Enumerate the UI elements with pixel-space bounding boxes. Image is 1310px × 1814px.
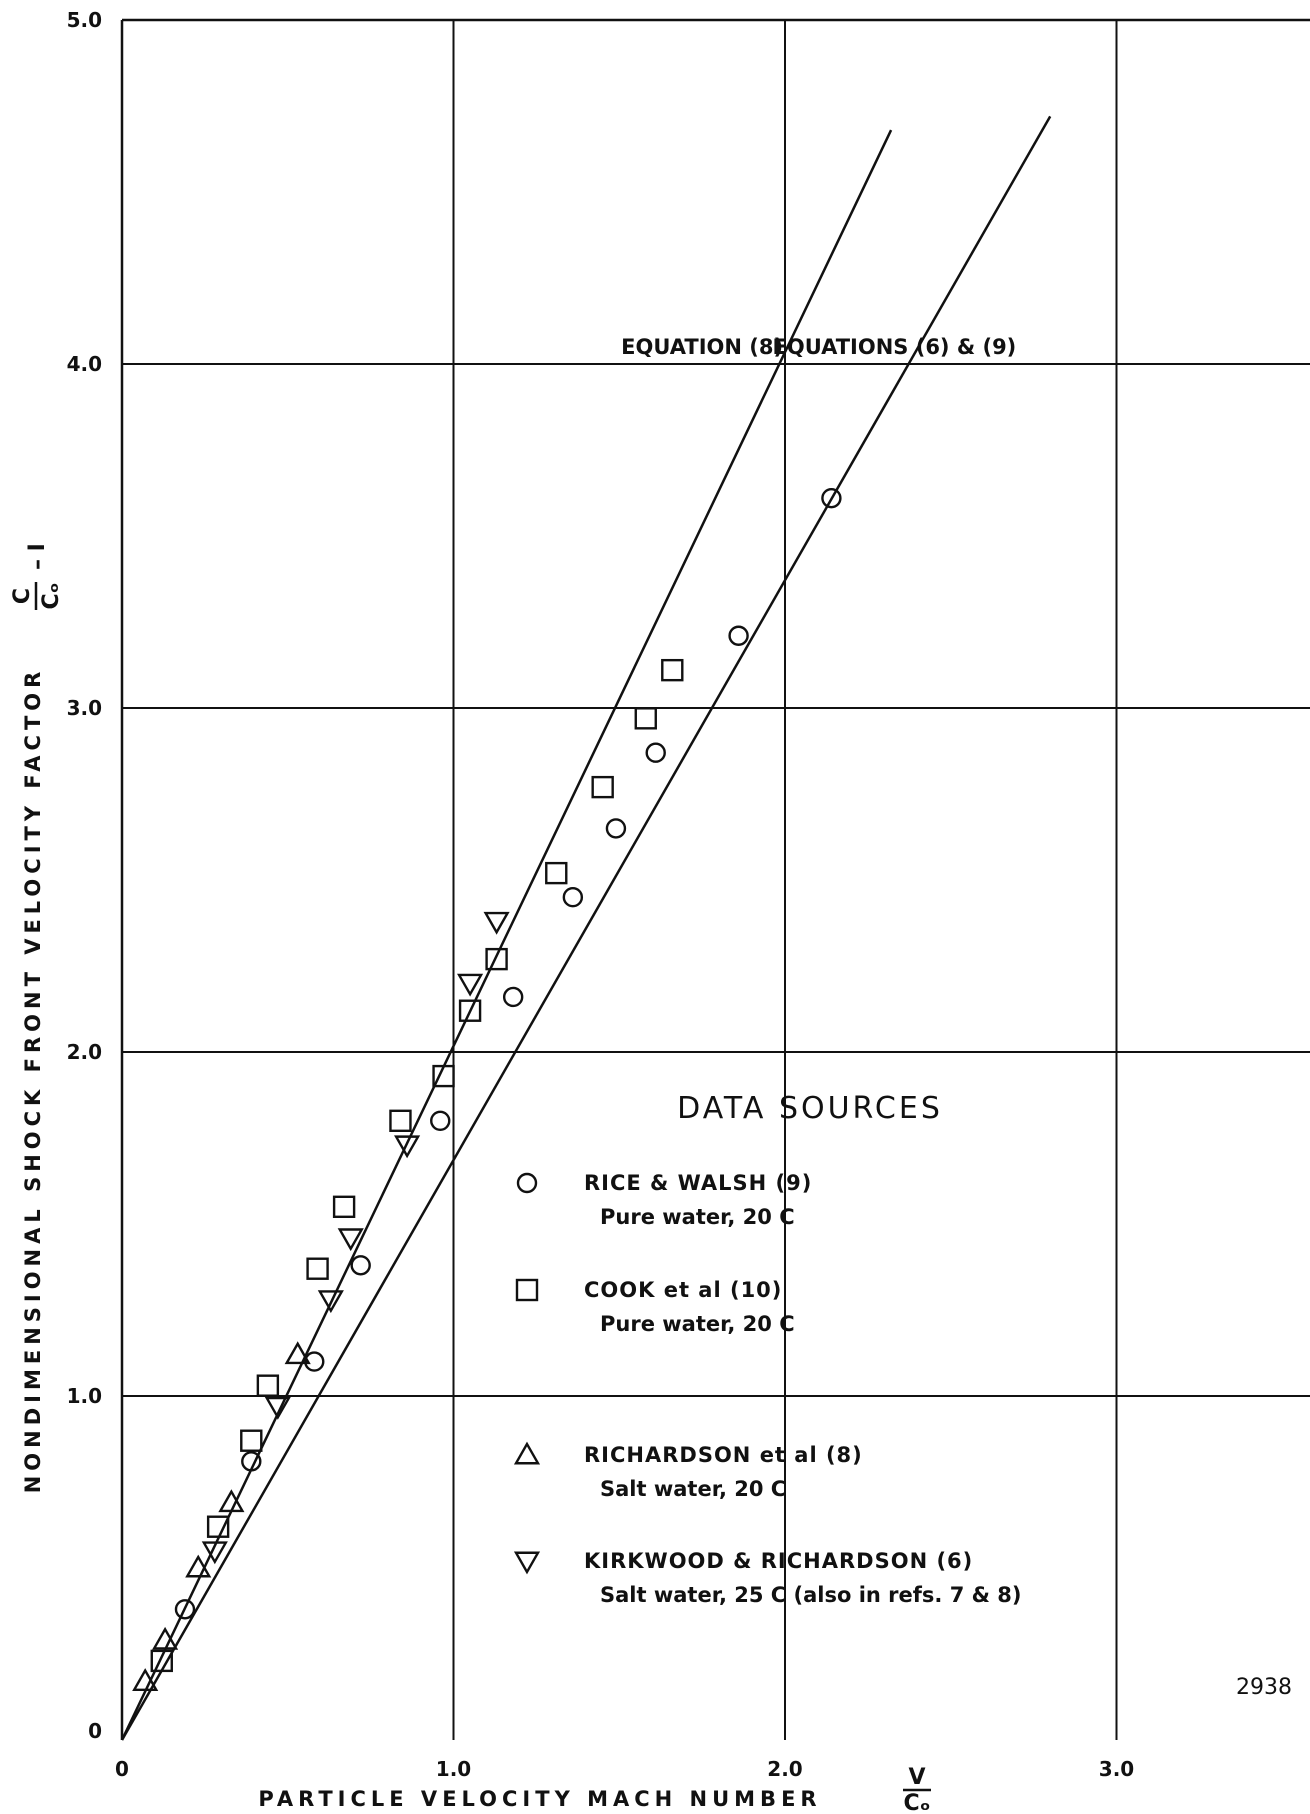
data-point-triangle-up bbox=[185, 1554, 212, 1578]
y-tick-label: 2.0 bbox=[67, 1040, 102, 1064]
legend-marker-square bbox=[515, 1278, 539, 1302]
data-point-circle bbox=[174, 1599, 196, 1620]
data-point-square bbox=[306, 1257, 329, 1280]
data-point-circle bbox=[645, 742, 666, 763]
fit-line-equation-8 bbox=[120, 129, 893, 1741]
data-point-circle bbox=[821, 487, 842, 509]
data-point-circle bbox=[430, 1110, 451, 1132]
y-tick-label: 1.0 bbox=[67, 1384, 102, 1408]
data-point-square bbox=[432, 1064, 455, 1088]
x-tick-label: 1.0 bbox=[436, 1757, 471, 1781]
data-point-square bbox=[661, 658, 684, 682]
legend-marker-triangle-down bbox=[513, 1551, 541, 1575]
legend-series-name: COOK et al (10) bbox=[584, 1278, 782, 1302]
legend-marker-triangle-up bbox=[513, 1441, 541, 1465]
data-point-triangle-down bbox=[457, 973, 484, 997]
fit-line-equations-6-9 bbox=[120, 115, 1052, 1741]
data-point-triangle-down bbox=[201, 1541, 228, 1565]
y-fraction: C Cₒ – I bbox=[10, 543, 64, 610]
y-axis-title: NONDIMENSIONAL SHOCK FRONT VELOCITY FACT… bbox=[21, 667, 45, 1494]
data-point-triangle-down bbox=[337, 1228, 364, 1252]
y-fraction-denominator: Cₒ bbox=[39, 583, 64, 610]
x-fraction-numerator: V bbox=[908, 1765, 925, 1790]
figure-number: 2938 bbox=[1236, 1675, 1292, 1700]
legend-series-description: Pure water, 20 C bbox=[600, 1205, 795, 1229]
x-tick-label: 3.0 bbox=[1099, 1757, 1134, 1781]
data-point-circle bbox=[241, 1451, 262, 1472]
data-point-square bbox=[458, 999, 482, 1022]
legend-series-name: KIRKWOOD & RICHARDSON (6) bbox=[584, 1549, 973, 1573]
legend-series-description: Salt water, 25 C (also in refs. 7 & 8) bbox=[600, 1583, 1021, 1607]
line-annotations: EQUATION (8)EQUATIONS (6) & (9) bbox=[621, 335, 1016, 359]
data-point-circle bbox=[728, 625, 749, 646]
legend-series-description: Pure water, 20 C bbox=[600, 1312, 795, 1336]
data-point-triangle-down bbox=[394, 1135, 421, 1159]
legend-series-name: RICHARDSON et al (8) bbox=[584, 1443, 863, 1467]
line-label: EQUATION (8) bbox=[621, 335, 783, 359]
fit-lines bbox=[120, 115, 1052, 1741]
y-tick-label: 4.0 bbox=[67, 352, 102, 376]
data-point-circle bbox=[605, 818, 627, 839]
data-point-square bbox=[256, 1374, 280, 1397]
data-point-triangle-down bbox=[483, 911, 510, 935]
axes bbox=[120, 18, 1310, 1740]
legend-title: DATA SOURCES bbox=[677, 1091, 943, 1126]
y-fraction-numerator: C bbox=[10, 588, 35, 604]
data-point-square bbox=[634, 707, 657, 730]
data-point-triangle-up bbox=[152, 1626, 179, 1650]
y-tick-label: 5.0 bbox=[67, 8, 102, 32]
data-point-square bbox=[545, 861, 568, 885]
line-label: EQUATIONS (6) & (9) bbox=[773, 335, 1017, 359]
y-tick-label: 0 bbox=[88, 1719, 102, 1743]
data-point-square bbox=[389, 1109, 412, 1133]
axis-titles: PARTICLE VELOCITY MACH NUMBERVCₒNONDIMEN… bbox=[10, 543, 931, 1814]
data-point-square bbox=[150, 1649, 173, 1673]
tick-labels: 0 1.0 2.0 3.0 0 1.0 2.0 3.0 4.0 5.0 bbox=[67, 8, 1135, 1781]
legend-marker-circle bbox=[516, 1172, 538, 1194]
data-point-triangle-up bbox=[132, 1668, 159, 1691]
x-tick-label: 2.0 bbox=[767, 1757, 802, 1781]
data-point-circle bbox=[350, 1255, 371, 1276]
data-point-circle bbox=[304, 1351, 325, 1372]
data-point-square bbox=[332, 1195, 356, 1219]
data-point-circle bbox=[502, 986, 524, 1008]
data-points bbox=[132, 487, 842, 1691]
legend-series-description: Salt water, 20 C bbox=[600, 1477, 786, 1501]
legend-series-name: RICE & WALSH (9) bbox=[584, 1171, 812, 1195]
data-point-circle bbox=[562, 887, 584, 908]
y-tick-label: 3.0 bbox=[67, 696, 102, 720]
data-point-triangle-down bbox=[317, 1290, 344, 1314]
data-point-triangle-down bbox=[264, 1396, 291, 1420]
data-point-triangle-up bbox=[218, 1489, 245, 1513]
data-point-square bbox=[240, 1429, 263, 1452]
x-tick-label: 0 bbox=[115, 1757, 129, 1781]
y-fraction-suffix: – I bbox=[25, 543, 50, 570]
data-point-square bbox=[206, 1515, 230, 1538]
legend: DATA SOURCES RICE & WALSH (9) Pure water, … bbox=[513, 1091, 1292, 1700]
data-point-square bbox=[591, 775, 614, 799]
data-point-square bbox=[485, 947, 508, 971]
x-axis-title: PARTICLE VELOCITY MACH NUMBER bbox=[258, 1787, 821, 1811]
data-point-triangle-up bbox=[284, 1341, 311, 1365]
x-fraction-denominator: Cₒ bbox=[904, 1791, 931, 1814]
